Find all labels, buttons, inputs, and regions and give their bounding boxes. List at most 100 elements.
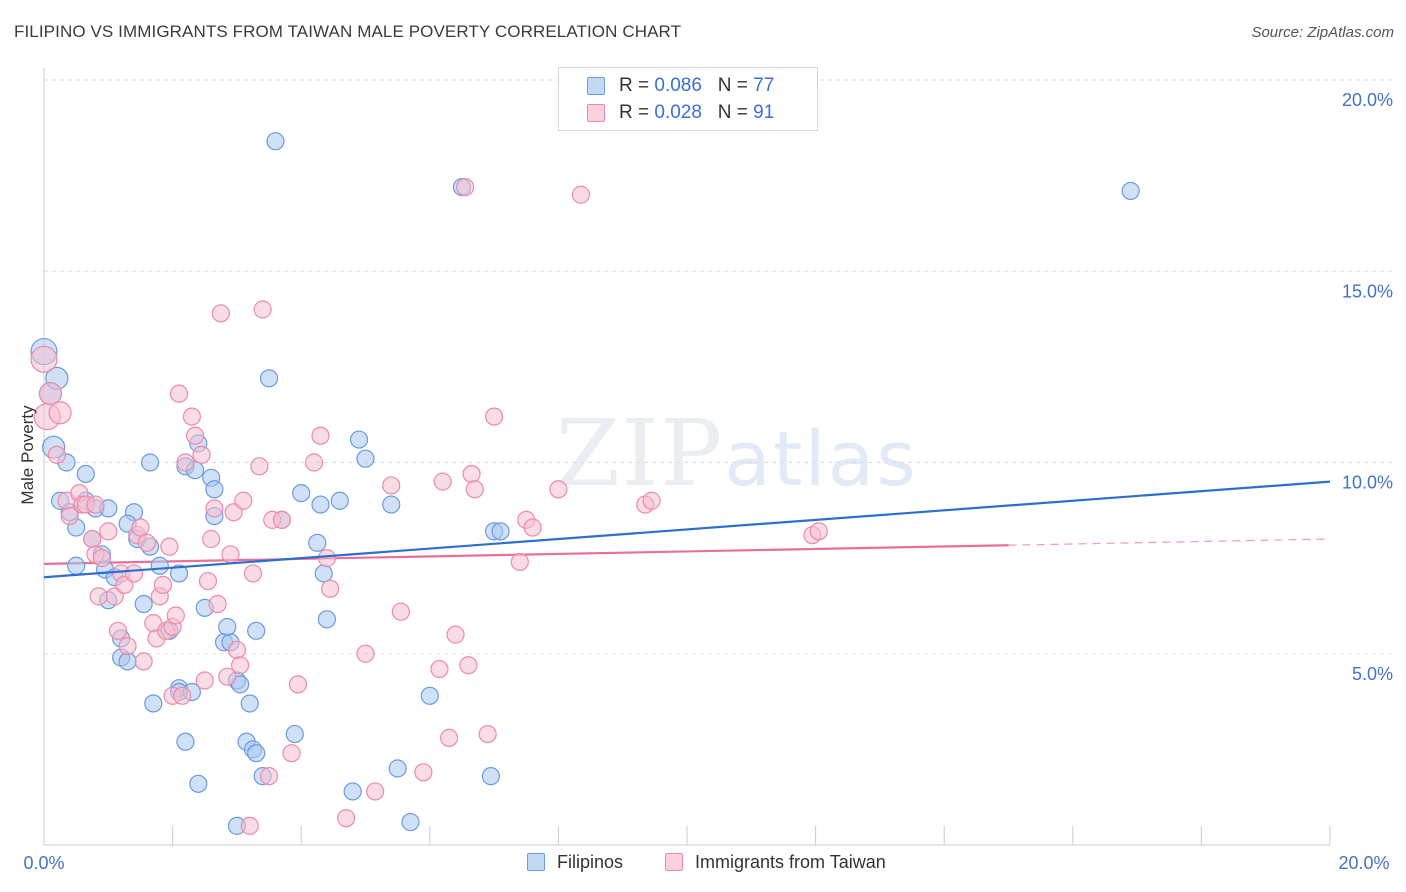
point-taiwan	[272, 510, 292, 529]
point-taiwan	[243, 564, 263, 583]
point-taiwan	[321, 579, 340, 598]
y-tick-label: 20.0%	[1342, 90, 1393, 110]
source-label: Source: ZipAtlas.com	[1251, 24, 1394, 41]
bottom-legend-label-taiwan: Immigrants from Taiwan	[695, 852, 886, 872]
point-taiwan	[92, 549, 111, 568]
point-taiwan	[485, 407, 504, 426]
y-tick-label: 10.0%	[1342, 473, 1393, 493]
point-taiwan	[30, 345, 58, 373]
point-taiwan	[311, 426, 330, 445]
point-filipinos	[169, 564, 189, 583]
bottom-legend-swatch-blue	[527, 853, 545, 871]
point-filipinos	[314, 564, 333, 583]
point-taiwan	[478, 724, 497, 744]
point-taiwan	[510, 552, 529, 572]
bottom-legend-label-filipinos: Filipinos	[557, 852, 624, 872]
point-taiwan	[446, 625, 465, 644]
point-filipinos	[176, 732, 195, 751]
point-taiwan	[304, 453, 324, 472]
point-filipinos	[247, 744, 266, 763]
point-taiwan	[134, 652, 153, 671]
x-tick-label: 0.0%	[23, 853, 64, 873]
trend-lines-filipinos	[43, 480, 1331, 579]
point-taiwan	[182, 407, 201, 426]
point-filipinos	[330, 491, 349, 510]
point-taiwan	[166, 606, 185, 625]
point-taiwan	[356, 644, 375, 663]
points-filipinos	[30, 132, 1140, 835]
point-taiwan	[288, 675, 308, 694]
point-filipinos	[491, 522, 510, 541]
point-filipinos	[266, 132, 285, 151]
point-taiwan	[218, 667, 237, 686]
points-taiwan	[30, 178, 828, 835]
watermark: ZIPatlas	[556, 400, 918, 507]
point-taiwan	[169, 384, 189, 403]
point-taiwan	[60, 506, 79, 526]
point-taiwan	[108, 621, 128, 640]
y-axis-title: Male Poverty	[18, 405, 37, 505]
point-taiwan	[259, 767, 279, 786]
legend-n-value: 91	[753, 102, 775, 123]
legend-text-taiwan: R = 0.028 N = 91	[619, 102, 774, 124]
chart-title: FILIPINO VS IMMIGRANTS FROM TAIWAN MALE …	[14, 22, 682, 41]
point-taiwan	[89, 587, 108, 606]
legend-r-value: 0.086	[654, 75, 702, 96]
point-taiwan	[137, 533, 156, 552]
x-tick-label: 20.0%	[1338, 853, 1389, 873]
point-filipinos	[189, 774, 208, 793]
bottom-legend-taiwan: Immigrants from Taiwan	[665, 852, 886, 873]
point-taiwan	[83, 529, 102, 549]
point-taiwan	[211, 304, 230, 323]
legend: R = 0.086 N = 77 R = 0.028 N = 91	[558, 67, 818, 131]
point-taiwan	[414, 763, 433, 782]
point-filipinos	[311, 495, 330, 514]
point-taiwan	[208, 594, 227, 614]
tick-labels: 5.0% 10.0% 15.0% 20.0% 0.0% 20.0%	[23, 90, 1393, 873]
point-filipinos	[343, 782, 362, 801]
point-filipinos	[218, 617, 237, 637]
y-tick-label: 5.0%	[1352, 664, 1393, 684]
point-filipinos	[118, 652, 137, 671]
point-taiwan	[240, 816, 259, 835]
point-taiwan	[47, 445, 66, 464]
point-filipinos	[317, 610, 337, 629]
point-taiwan	[153, 575, 173, 595]
point-filipinos	[388, 759, 407, 778]
point-taiwan	[86, 495, 105, 514]
point-taiwan	[465, 480, 484, 499]
point-filipinos	[349, 430, 369, 449]
trend-line-filipinos	[43, 480, 1331, 579]
point-filipinos	[144, 694, 163, 713]
point-taiwan	[48, 401, 72, 425]
point-filipinos	[401, 812, 420, 832]
point-taiwan	[176, 453, 195, 472]
point-filipinos	[205, 480, 224, 499]
point-filipinos	[308, 533, 327, 552]
y-tick-label: 15.0%	[1342, 281, 1393, 301]
point-taiwan	[118, 636, 137, 656]
point-taiwan	[124, 564, 144, 583]
point-taiwan	[391, 602, 410, 621]
legend-r-label: R =	[619, 102, 650, 123]
point-taiwan	[549, 480, 568, 499]
point-filipinos	[259, 369, 279, 388]
watermark-atlas: atlas	[724, 414, 918, 503]
bottom-legend-swatch-pink	[665, 853, 683, 871]
point-filipinos	[292, 484, 311, 503]
legend-r-label: R =	[619, 75, 650, 96]
point-taiwan	[195, 671, 214, 690]
legend-swatch-pink	[587, 104, 605, 122]
point-taiwan	[250, 457, 269, 476]
point-taiwan	[282, 744, 301, 763]
point-taiwan	[231, 656, 250, 675]
watermark-zip: ZIP	[556, 400, 725, 507]
point-taiwan	[253, 300, 272, 319]
point-filipinos	[285, 724, 304, 744]
axes	[43, 68, 1331, 846]
trend-lines-taiwan	[43, 538, 1331, 565]
point-taiwan	[462, 464, 481, 484]
bottom-legend-filipinos: Filipinos	[527, 852, 623, 873]
legend-n-value: 77	[753, 75, 775, 96]
